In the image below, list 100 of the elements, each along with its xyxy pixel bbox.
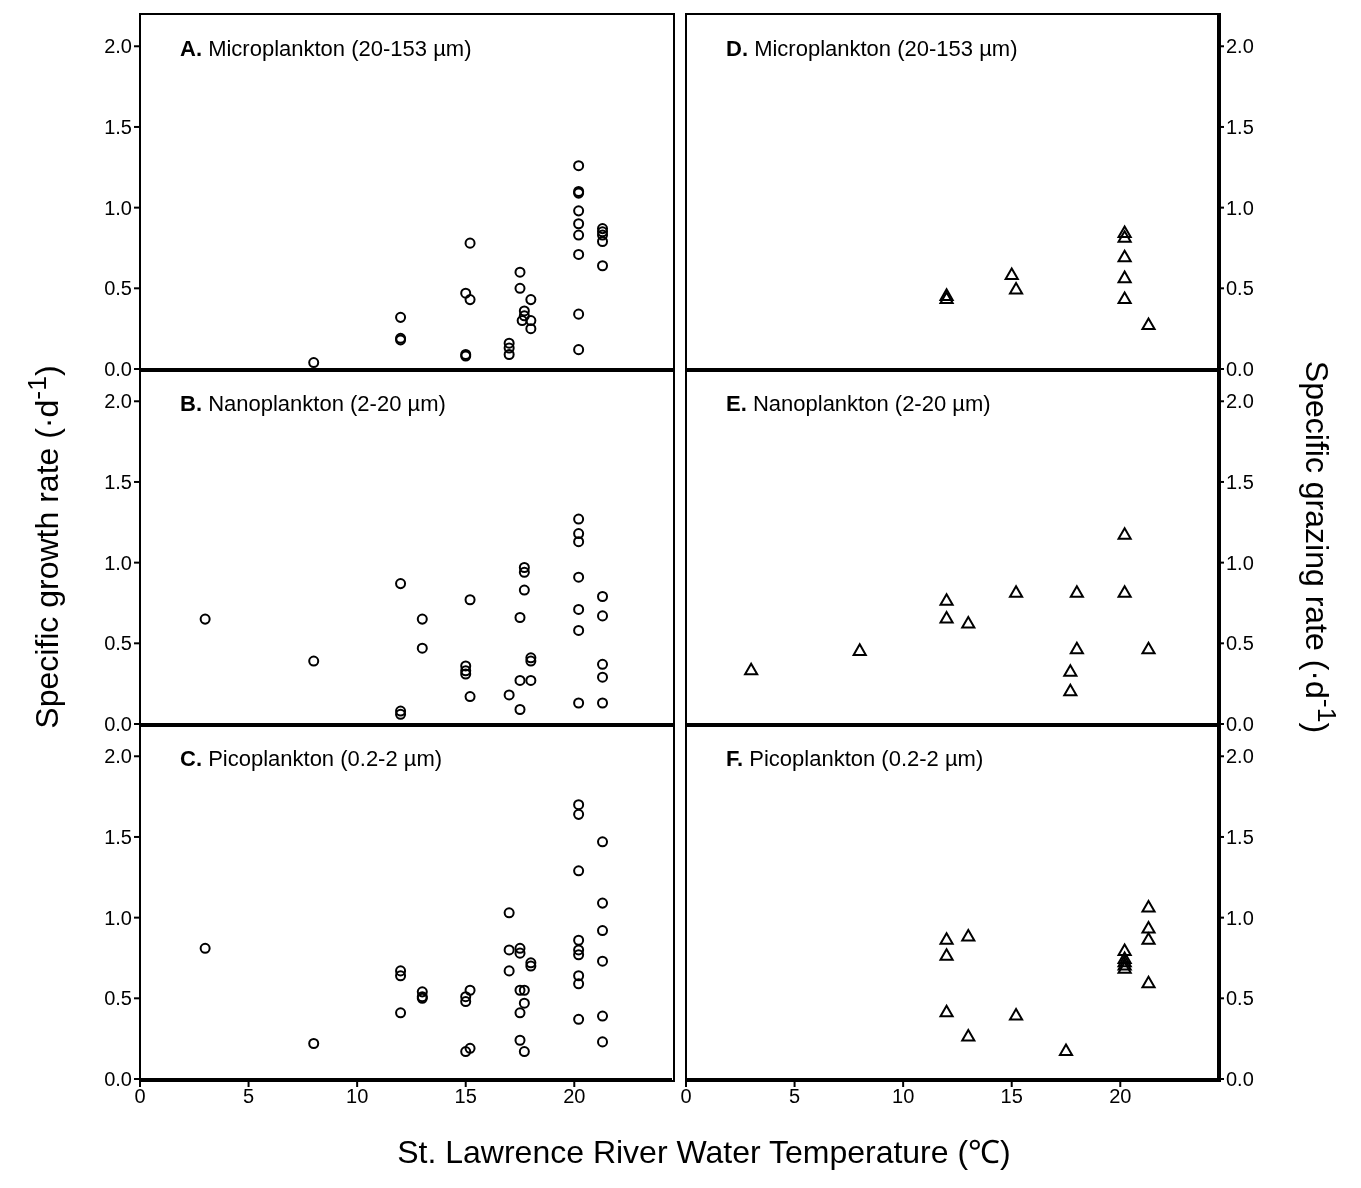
text: D. Microplankton (20-153 µm)	[726, 36, 1018, 62]
point	[395, 965, 407, 977]
x-tick-label: 10	[892, 1085, 915, 1108]
point	[573, 513, 585, 525]
point	[1117, 527, 1132, 540]
y2-tick-label: 0.0	[1226, 713, 1254, 736]
point	[1141, 641, 1156, 655]
point	[939, 593, 954, 606]
point	[503, 689, 515, 701]
y-tick-label: 2.0	[104, 390, 132, 413]
point	[503, 907, 515, 919]
point	[1008, 1008, 1024, 1021]
y-tick-label: 0.5	[104, 632, 132, 655]
point	[961, 928, 976, 942]
point	[961, 1029, 976, 1042]
y2-tick-label: 1.5	[1226, 826, 1254, 849]
y-tick-label: 0.0	[104, 713, 132, 736]
y2-tick-label: 2.0	[1226, 35, 1254, 58]
point	[516, 315, 528, 327]
y-tick-label: 1.0	[104, 551, 132, 574]
point	[597, 591, 609, 603]
x-tick-label: 0	[134, 1085, 146, 1108]
x-tick-label: 0	[680, 1085, 692, 1108]
point	[503, 965, 515, 977]
point	[573, 934, 585, 946]
point	[573, 865, 585, 877]
point	[395, 311, 407, 323]
point	[1117, 270, 1132, 284]
point	[573, 799, 585, 811]
x-tick-label: 15	[1000, 1085, 1023, 1108]
point	[308, 1037, 320, 1050]
point	[525, 294, 537, 306]
text: A. Microplankton (20-153 µm)	[180, 36, 472, 62]
y2-tick-label: 0.0	[1226, 1068, 1254, 1091]
point	[395, 578, 407, 590]
y-tick-label: 1.5	[104, 116, 132, 139]
y-tick-label: 0.5	[104, 277, 132, 300]
point	[573, 229, 585, 241]
point	[518, 566, 530, 578]
point	[308, 357, 320, 369]
point	[573, 697, 585, 709]
point	[514, 1034, 526, 1046]
point	[514, 674, 526, 686]
point	[939, 291, 954, 305]
point	[518, 984, 530, 996]
point	[573, 536, 585, 548]
point	[518, 310, 530, 322]
point	[1117, 230, 1132, 243]
y2-tick-label: 1.5	[1226, 471, 1254, 494]
point	[597, 658, 609, 670]
point	[464, 691, 476, 703]
point	[525, 674, 537, 686]
point	[460, 1046, 472, 1058]
point	[573, 624, 585, 636]
point	[573, 248, 585, 260]
point	[852, 643, 867, 656]
point	[395, 1007, 407, 1019]
point	[1008, 281, 1024, 295]
point	[597, 925, 609, 937]
point	[514, 984, 526, 996]
y2-tick-label: 1.0	[1226, 196, 1254, 219]
point	[464, 594, 476, 606]
point	[395, 970, 407, 982]
x-tick-label: 10	[346, 1085, 369, 1108]
point	[939, 611, 954, 624]
point	[573, 1013, 585, 1025]
point	[573, 218, 585, 230]
point	[464, 984, 476, 996]
point	[939, 948, 954, 961]
point	[1117, 943, 1132, 957]
point	[1008, 585, 1024, 598]
point	[1141, 932, 1156, 945]
y-tick-label: 2.0	[104, 35, 132, 58]
point	[573, 308, 585, 320]
point	[460, 287, 472, 299]
point	[1063, 664, 1078, 677]
point	[573, 344, 585, 356]
point	[597, 955, 609, 967]
point	[939, 932, 954, 945]
point	[573, 944, 585, 956]
point	[460, 996, 472, 1008]
x-tick-label: 20	[563, 1085, 586, 1108]
point	[597, 260, 609, 272]
point	[939, 1004, 954, 1018]
point	[464, 237, 476, 249]
point	[514, 282, 526, 294]
point	[1117, 225, 1132, 238]
y2-tick-label: 0.5	[1226, 987, 1254, 1010]
y-tick-label: 1.0	[104, 196, 132, 219]
y-tick-label: 1.5	[104, 826, 132, 849]
x-axis-title: St. Lawrence River Water Temperature (℃)	[396, 1133, 1012, 1172]
point	[573, 528, 585, 540]
point	[744, 662, 759, 676]
y2-tick-label: 1.0	[1226, 906, 1254, 929]
point	[1141, 317, 1156, 330]
point	[503, 944, 515, 956]
x-tick-label: 20	[1109, 1085, 1132, 1108]
point	[1141, 920, 1156, 934]
point	[525, 323, 537, 335]
text: E. Nanoplankton (2-20 µm)	[726, 391, 991, 417]
